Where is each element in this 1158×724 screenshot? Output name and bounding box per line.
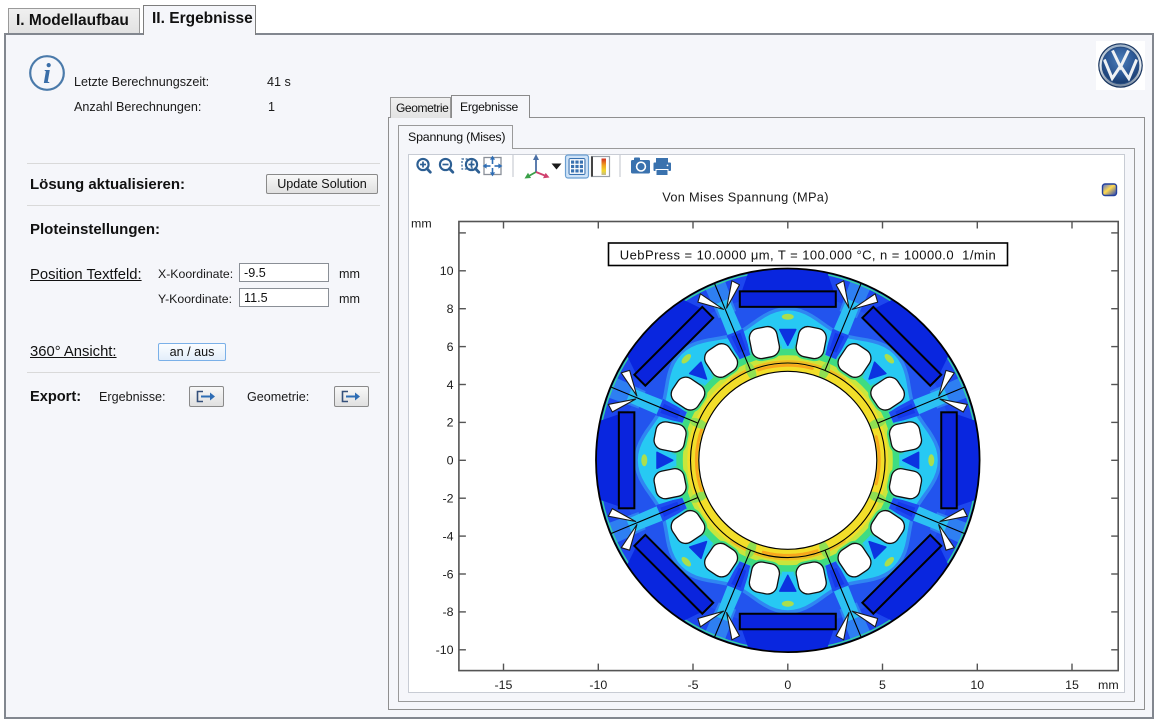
svg-text:2: 2 [447, 416, 454, 430]
svg-text:mm: mm [1098, 678, 1119, 692]
svg-text:-2: -2 [442, 492, 453, 506]
svg-text:-15: -15 [495, 678, 513, 692]
svg-text:Von Mises Spannung (MPa): Von Mises Spannung (MPa) [662, 190, 829, 205]
svg-text:6: 6 [447, 340, 454, 354]
svg-text:i: i [43, 59, 51, 90]
svg-text:-10: -10 [589, 678, 607, 692]
svg-text:-6: -6 [442, 567, 453, 581]
svg-text:UebPress = 10.0000 μm, T = 100: UebPress = 10.0000 μm, T = 100.000 °C, n… [620, 248, 996, 263]
svg-text:8: 8 [447, 302, 454, 316]
svg-text:-10: -10 [436, 643, 454, 657]
svg-text:15: 15 [1065, 678, 1079, 692]
svg-text:0: 0 [784, 678, 791, 692]
svg-text:5: 5 [879, 678, 886, 692]
svg-text:mm: mm [411, 217, 432, 231]
svg-text:-8: -8 [442, 605, 453, 619]
svg-text:0: 0 [447, 454, 454, 468]
svg-text:10: 10 [440, 264, 454, 278]
svg-text:4: 4 [447, 378, 454, 392]
svg-text:-5: -5 [687, 678, 698, 692]
svg-text:10: 10 [970, 678, 984, 692]
svg-text:-4: -4 [442, 529, 453, 543]
